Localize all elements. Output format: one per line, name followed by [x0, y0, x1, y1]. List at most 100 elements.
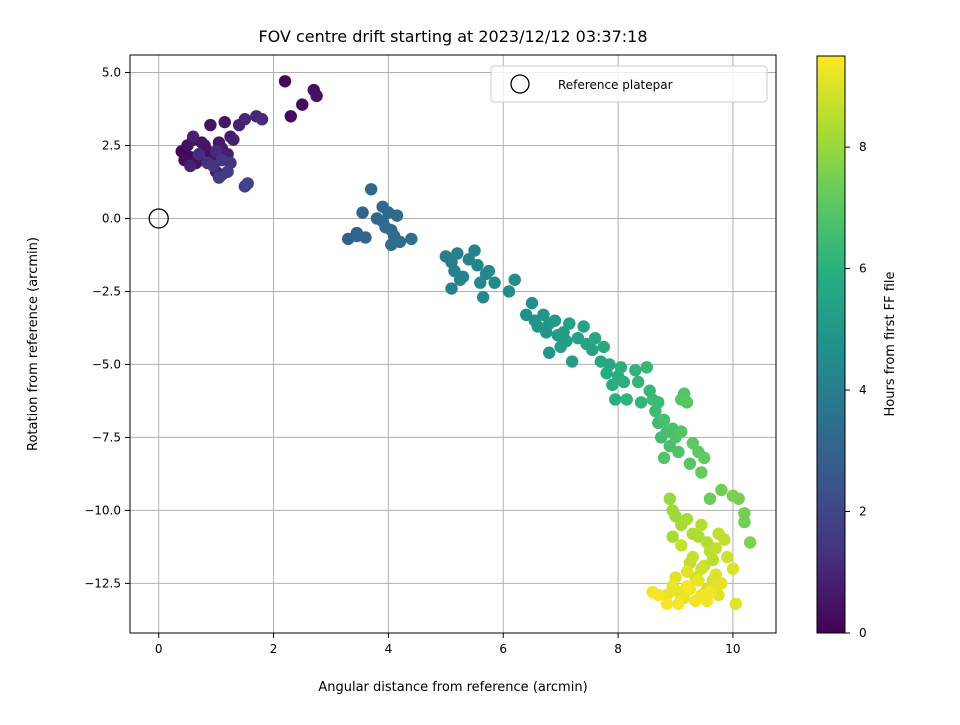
data-point	[695, 466, 708, 479]
data-point	[686, 550, 699, 564]
data-point	[181, 139, 194, 152]
data-point	[537, 308, 550, 322]
data-point	[692, 574, 705, 587]
data-point	[209, 145, 223, 158]
data-point	[720, 550, 734, 564]
data-point	[218, 115, 231, 129]
data-point	[743, 536, 757, 549]
data-point	[350, 229, 364, 243]
data-point	[474, 276, 487, 289]
y-tick-label: −7.5	[92, 430, 121, 444]
data-point	[238, 113, 252, 126]
legend-box	[490, 65, 768, 103]
colorbar-tick-label: 6	[859, 262, 867, 276]
data-point	[709, 542, 722, 555]
data-point	[660, 588, 674, 602]
data-point	[453, 273, 467, 286]
data-point	[726, 489, 740, 502]
data-point	[698, 451, 711, 465]
chart-title: FOV centre drift starting at 2023/12/12 …	[258, 27, 647, 46]
data-point	[390, 209, 404, 222]
data-point	[310, 89, 323, 103]
data-point	[215, 153, 229, 167]
data-point	[482, 264, 496, 278]
data-point	[729, 597, 743, 611]
data-point	[468, 244, 481, 257]
data-point	[738, 507, 751, 520]
data-point	[620, 393, 633, 406]
legend: Reference platepar	[490, 65, 768, 103]
x-tick-label: 8	[614, 642, 622, 656]
data-point	[657, 413, 671, 427]
y-tick-label: −5.0	[92, 357, 121, 371]
data-point	[680, 580, 694, 593]
colorbar-ticks: 0 2 4 6 8	[845, 140, 867, 640]
data-point	[631, 375, 645, 389]
data-point	[614, 361, 628, 374]
data-point	[663, 492, 676, 505]
data-point	[709, 568, 722, 581]
data-point	[680, 396, 694, 409]
data-point	[393, 235, 407, 249]
data-point	[652, 396, 665, 409]
data-point	[445, 282, 458, 295]
y-axis-label: Rotation from reference (arcmin)	[26, 237, 41, 451]
data-point	[577, 320, 590, 333]
data-point	[686, 437, 699, 450]
data-point	[548, 314, 562, 327]
data-point	[680, 512, 694, 526]
y-tick-label: 5.0	[102, 66, 121, 80]
data-point	[476, 291, 490, 304]
data-point	[405, 232, 418, 246]
data-point	[385, 223, 398, 237]
data-point	[241, 177, 254, 190]
data-point	[356, 206, 369, 219]
y-tick-label: −12.5	[84, 576, 121, 590]
data-point	[364, 183, 378, 196]
data-points	[175, 75, 757, 611]
y-tick-label: −2.5	[92, 284, 121, 298]
colorbar-tick-label: 0	[859, 626, 867, 640]
data-point	[669, 510, 682, 523]
data-point	[588, 331, 602, 345]
data-point	[212, 171, 226, 184]
y-tick-label: −10.0	[84, 503, 121, 517]
y-tick-label: 0.0	[102, 211, 121, 225]
data-point	[296, 98, 309, 111]
data-point	[675, 539, 688, 552]
data-point	[726, 562, 740, 575]
data-point	[660, 597, 674, 611]
data-point	[563, 317, 576, 330]
data-point	[471, 258, 484, 272]
data-point	[672, 597, 685, 611]
data-point	[683, 457, 697, 470]
data-point	[502, 285, 516, 298]
data-point	[204, 118, 217, 132]
data-point	[680, 565, 694, 578]
colorbar-tick-label: 8	[859, 140, 867, 154]
data-point	[186, 130, 200, 143]
data-point	[565, 355, 579, 368]
colorbar-tick-label: 2	[859, 505, 867, 519]
reference-platepar-marker	[148, 208, 169, 229]
data-point	[508, 273, 521, 286]
data-point	[255, 113, 269, 126]
legend-open-circle-marker	[510, 74, 530, 94]
data-point	[634, 396, 648, 409]
data-point	[278, 75, 292, 88]
y-axis-ticks: 5.0 2.5 0.0 −2.5 −5.0 −7.5 −10.0 −12.5	[84, 66, 130, 590]
data-point	[451, 247, 464, 260]
data-point	[560, 334, 573, 348]
data-point	[488, 276, 501, 289]
data-point	[542, 346, 556, 359]
data-point	[609, 393, 622, 406]
data-point	[675, 425, 688, 438]
data-point	[695, 562, 708, 575]
data-point	[700, 594, 714, 608]
reference-marker-layer	[148, 208, 169, 229]
x-axis-label: Angular distance from reference (arcmin)	[318, 680, 587, 695]
data-point	[284, 110, 297, 123]
data-point	[738, 515, 751, 529]
